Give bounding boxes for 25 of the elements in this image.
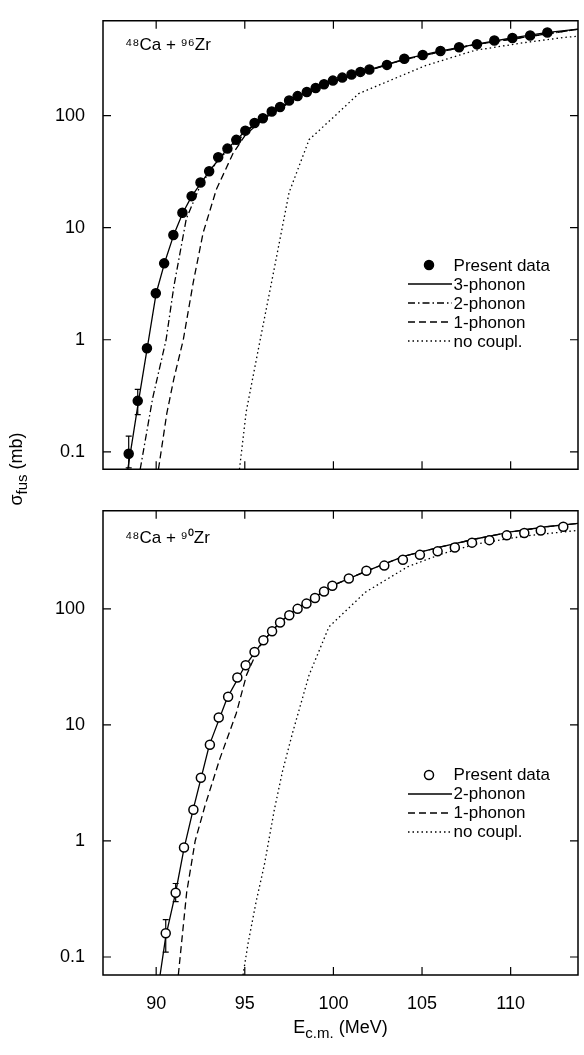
x-axis-title: E$_{c.m.}$ (MeV) bbox=[293, 1017, 388, 1041]
y-tick-label: 1 bbox=[74, 829, 85, 850]
y-tick-label: 10 bbox=[64, 216, 85, 237]
annotation: ⁴⁸Ca + ⁹⁰Zr bbox=[125, 526, 210, 548]
legend-label: no coupl. bbox=[453, 822, 523, 842]
x-tick-label: 95 bbox=[234, 992, 255, 1013]
y-tick-label: 100 bbox=[54, 597, 85, 618]
x-tick-label: 100 bbox=[318, 992, 349, 1013]
x-tick-label: 105 bbox=[407, 992, 438, 1013]
legend-label: 1-phonon bbox=[453, 803, 526, 823]
annotation: ⁴⁸Ca + ⁹⁶Zr bbox=[125, 34, 211, 55]
y-tick-label: 0.1 bbox=[59, 945, 85, 966]
x-tick-label: 90 bbox=[146, 992, 167, 1013]
y-tick-label: 1 bbox=[74, 328, 85, 349]
y-tick-label: 10 bbox=[64, 713, 85, 734]
legend-label: Present data bbox=[453, 765, 550, 785]
legend-label: 2-phonon bbox=[453, 784, 526, 804]
x-tick-label: 110 bbox=[496, 992, 525, 1013]
y-tick-label: 0.1 bbox=[59, 440, 85, 461]
y-tick-label: 100 bbox=[54, 104, 85, 125]
legend-label: 3-phonon bbox=[453, 274, 526, 294]
legend-label: no coupl. bbox=[453, 331, 523, 351]
legend-label: 1-phonon bbox=[453, 312, 526, 332]
legend-label: Present data bbox=[453, 255, 550, 275]
legend-label: 2-phonon bbox=[453, 293, 526, 313]
